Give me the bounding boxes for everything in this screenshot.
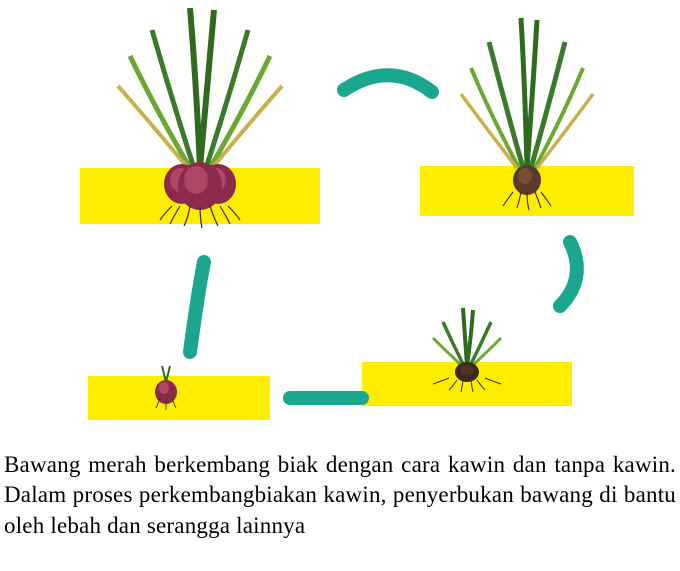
stage-sprout (362, 300, 572, 410)
bulb-small (88, 358, 270, 428)
stage-small-bulb (88, 358, 270, 428)
plant-mature (80, 0, 320, 230)
plant-sprout (362, 294, 572, 414)
stage-mature (80, 10, 320, 224)
lifecycle-diagram (0, 0, 680, 446)
stage-growing (420, 10, 634, 216)
arrow-growing-to-mature (344, 75, 432, 92)
plant-growing (420, 4, 634, 224)
caption-text: Bawang merah berkembang biak dengan cara… (0, 450, 680, 541)
arrow-mature-to-bulb (190, 262, 204, 352)
